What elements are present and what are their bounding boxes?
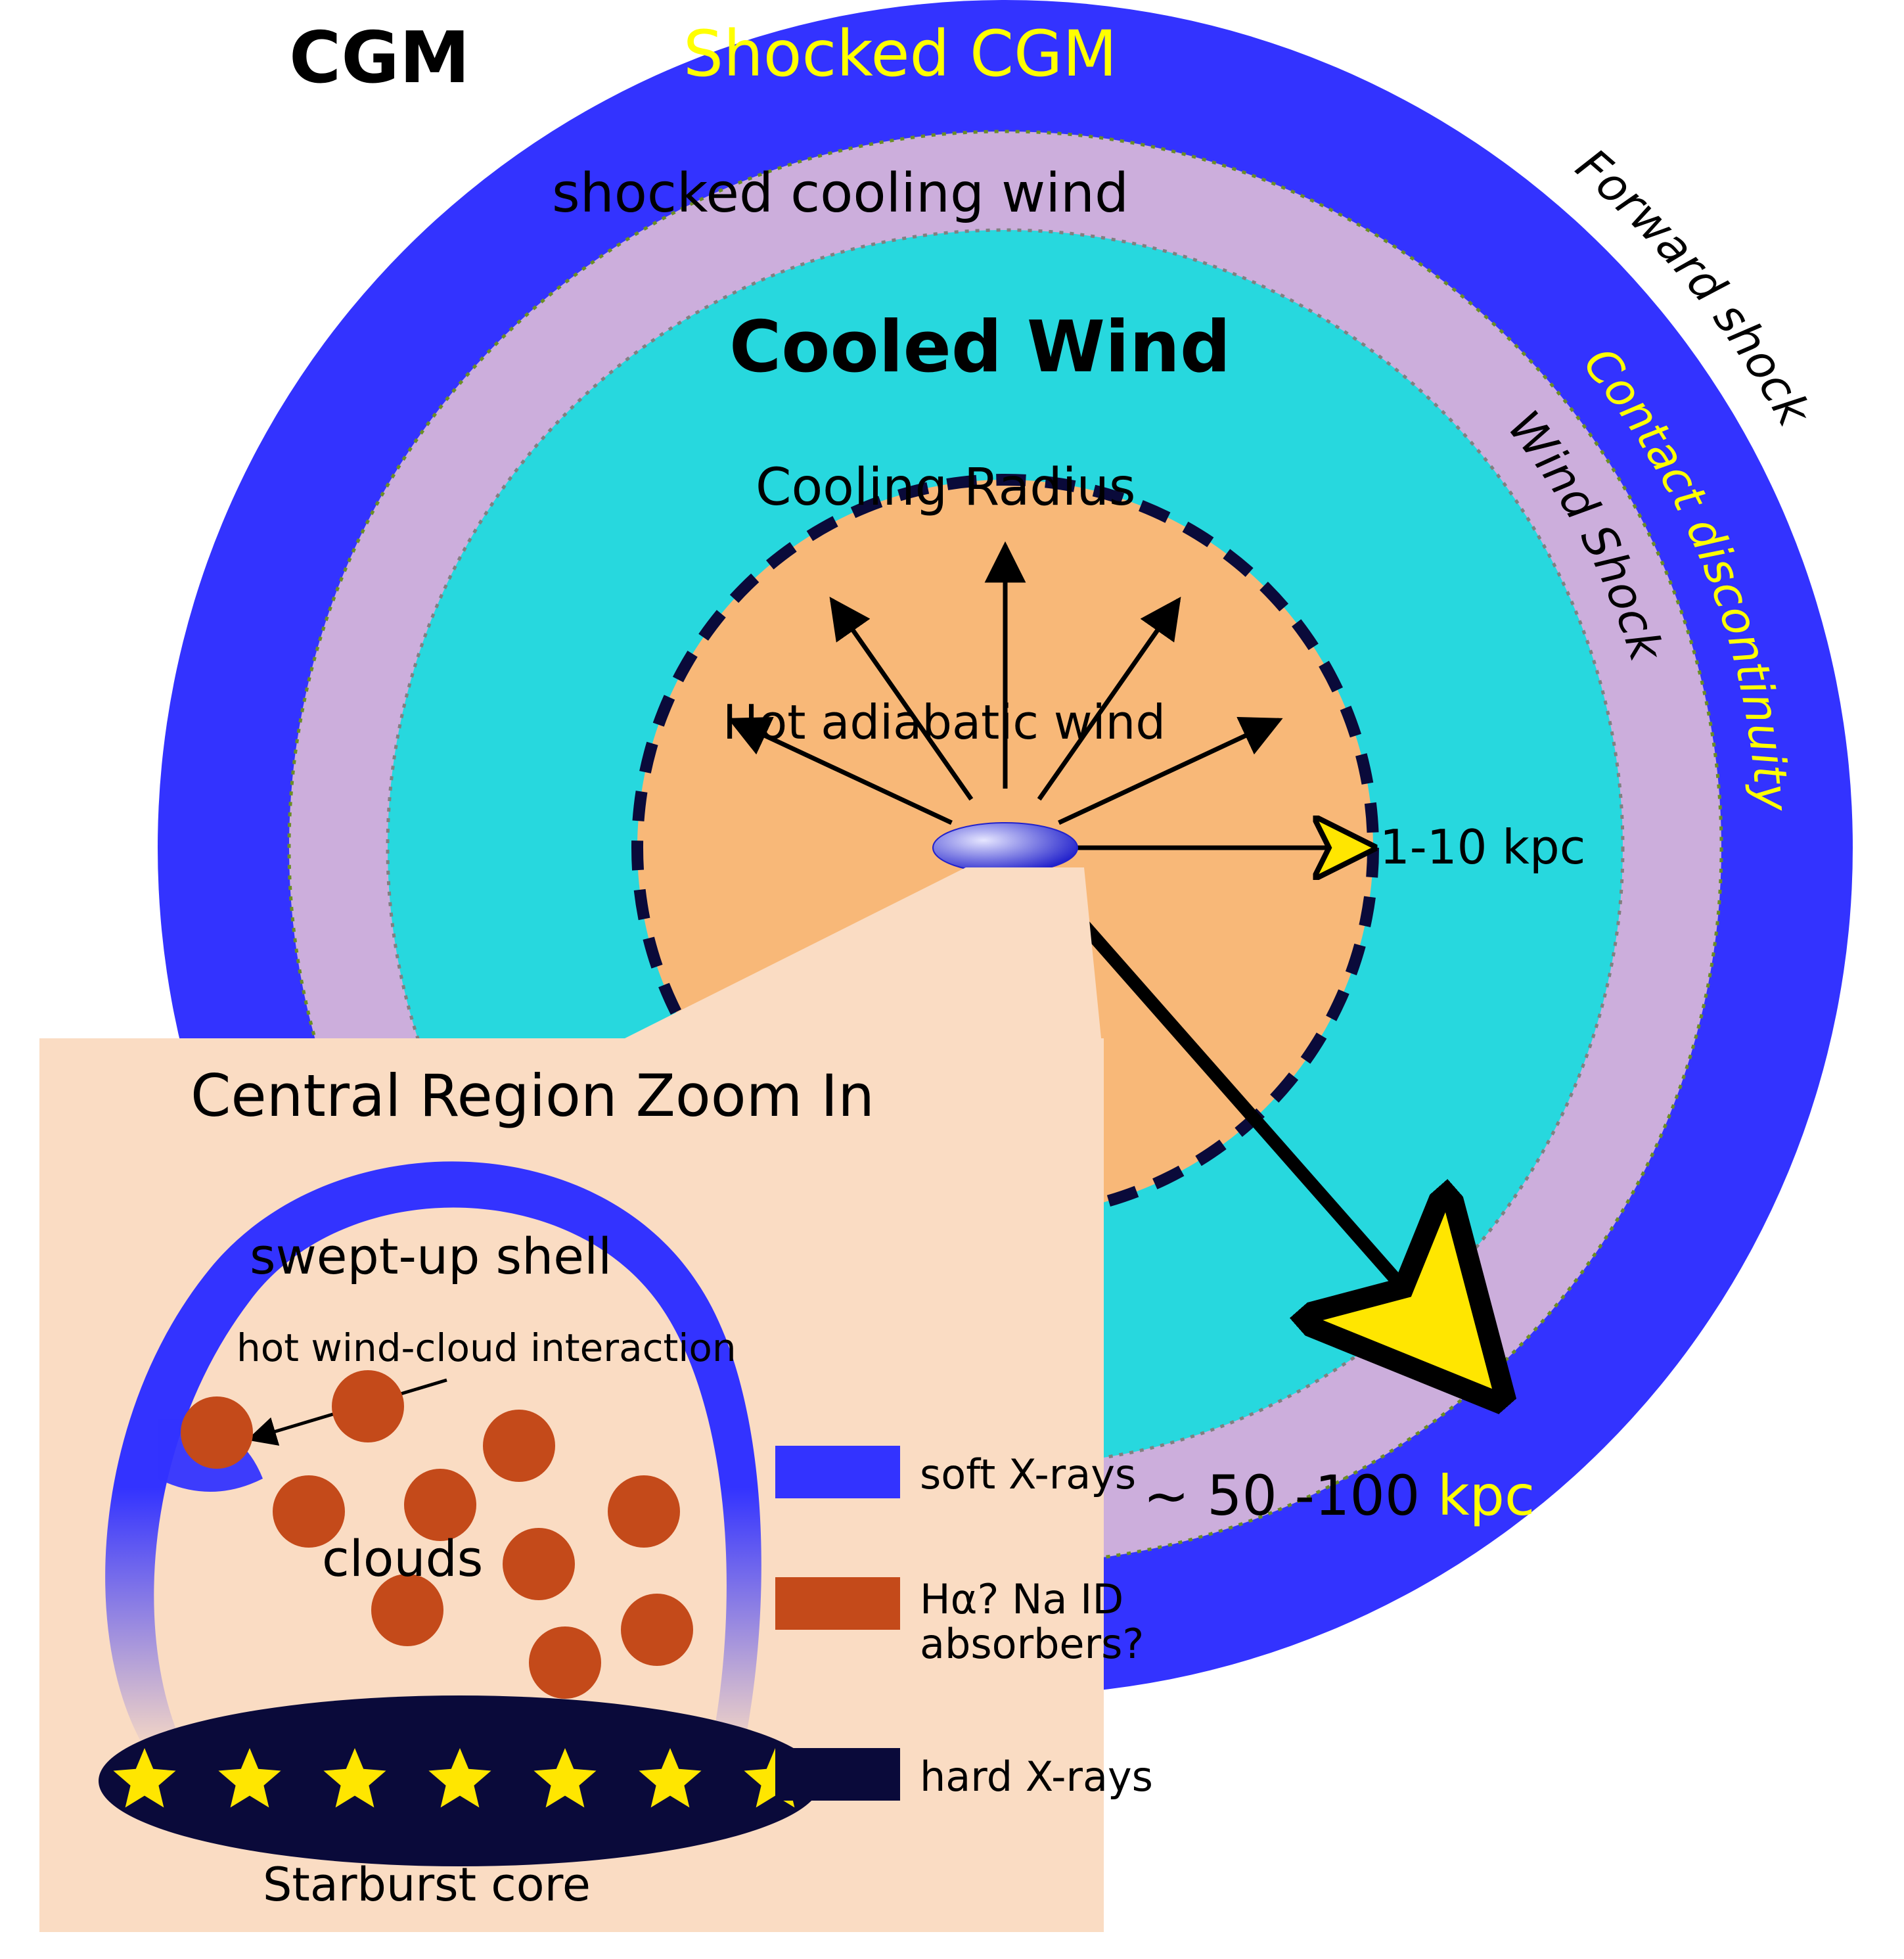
starburst-core-label: Starburst core	[263, 1860, 591, 1910]
hot-adiabatic-label: Hot adiabatic wind	[723, 697, 1166, 749]
galaxy-icon	[933, 823, 1077, 873]
cooled-wind-label: Cooled Wind	[729, 309, 1231, 387]
cloud-dot	[503, 1528, 575, 1600]
cloud-dot	[483, 1410, 555, 1482]
cgm-label: CGM	[289, 20, 470, 98]
cloud-dot	[529, 1626, 601, 1699]
legend-ha-swatch	[775, 1577, 900, 1630]
scale-inner-label: 1-10 kpc	[1380, 821, 1585, 873]
swept-shell-label: swept-up shell	[250, 1229, 612, 1284]
legend-ha-label: Hα? Na ID absorbers?	[920, 1577, 1183, 1667]
cloud-dot	[332, 1370, 404, 1442]
scale-outer-prefix: ~ 50 -100	[1143, 1463, 1438, 1528]
legend-hardx-swatch	[775, 1748, 900, 1801]
hot-wind-cloud-label: hot wind-cloud interaction	[237, 1327, 737, 1370]
zoom-title-label: Central Region Zoom In	[191, 1065, 874, 1128]
diagram-stage: Forward shockContact discontinuityWind S…	[0, 0, 1904, 1959]
cloud-dot	[608, 1475, 680, 1548]
clouds-label: clouds	[322, 1531, 483, 1586]
cloud-dot	[621, 1594, 693, 1666]
cloud-dot	[181, 1396, 253, 1469]
cooling-radius-label: Cooling Radius	[756, 460, 1136, 517]
scale-outer-label: ~ 50 -100 kpc	[1143, 1465, 1535, 1526]
shocked-cgm-label: Shocked CGM	[683, 20, 1117, 89]
legend-softx-label: soft X-rays	[920, 1452, 1136, 1497]
legend-hardx-label: hard X-rays	[920, 1755, 1153, 1799]
scale-outer-unit: kpc	[1438, 1463, 1535, 1528]
shocked-cooling-wind-label: shocked cooling wind	[552, 164, 1129, 223]
legend-softx-swatch	[775, 1446, 900, 1498]
